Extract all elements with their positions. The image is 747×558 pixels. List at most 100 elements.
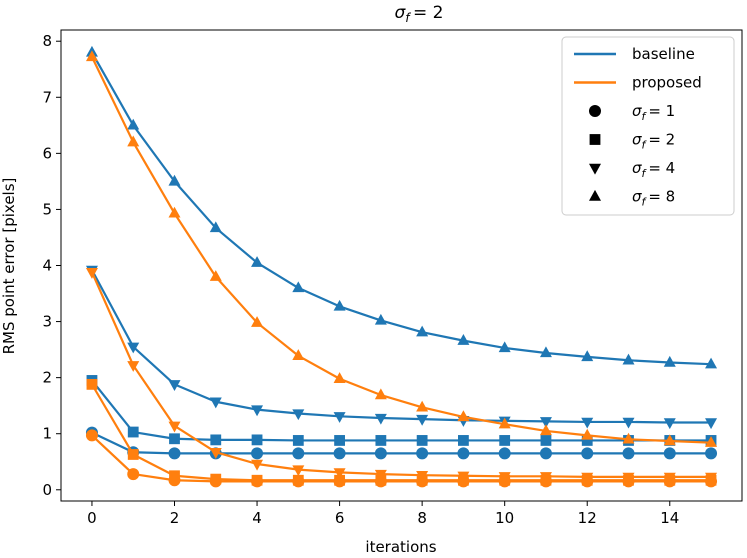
data-point [622,417,635,429]
data-point [210,473,222,485]
data-point [251,447,264,460]
data-point [458,435,469,446]
legend-entry-proposed: proposed [574,74,702,92]
data-point [168,447,181,460]
data-point [127,135,140,147]
y-tick-label: 7 [42,88,52,106]
legend-marker [589,105,601,117]
data-point [168,174,181,186]
y-axis-label: RMS point error [pixels] [0,178,18,355]
data-point [416,400,429,412]
data-point [251,316,264,327]
data-point [292,447,305,460]
data-point [251,434,263,446]
data-point [374,447,387,460]
data-point [292,349,305,360]
data-point [168,206,181,218]
series-proposed-sigma-4 [85,268,718,484]
data-point [85,429,98,442]
data-point [539,424,552,436]
data-point [705,447,718,460]
data-point [334,474,345,486]
legend: baseline proposed σf = 1 σf = 2 σf = 4 σf = 8 [561,36,735,216]
series-line [91,434,712,483]
data-point [333,412,346,423]
data-point [251,256,264,267]
data-point [292,474,304,486]
series-proposed-sigma-8 [85,50,718,447]
data-point [333,372,346,383]
data-point [209,448,222,459]
data-point [169,433,180,445]
data-point [209,270,222,281]
data-point [457,471,470,483]
chart-title: σf = 2 [395,3,444,25]
legend-marker [589,189,601,201]
y-tick-label: 6 [42,144,52,162]
legend-label: baseline [632,45,695,63]
data-point [498,417,511,429]
legend-entry-marker-3: σf = 8 [589,188,675,209]
data-point [210,434,222,446]
legend-label: σf = 4 [632,159,675,180]
data-point [416,471,429,482]
data-point [334,435,345,446]
x-tick-label: 12 [578,509,597,527]
data-point [416,414,429,426]
series-line [90,51,712,366]
y-tick-label: 2 [42,369,52,387]
series-layer [85,45,718,488]
data-point [663,447,676,460]
data-point [499,435,511,446]
data-point [209,221,222,233]
data-point [127,449,139,460]
data-point [705,357,718,369]
y-tick-label: 8 [42,32,52,50]
legend-entry-baseline: baseline [574,45,695,63]
y-tick-label: 5 [42,200,52,218]
data-point [333,468,346,480]
data-point [498,447,511,460]
legend-entry-marker-1: σf = 2 [589,131,675,152]
x-tick-label: 10 [495,509,514,527]
data-point [539,417,552,428]
legend-marker [589,134,601,145]
data-point [705,436,718,447]
data-point [581,428,594,440]
data-point [374,388,387,400]
data-point [581,447,594,460]
data-point [581,472,594,484]
data-point [539,472,552,483]
data-point [374,413,387,425]
data-point [622,353,635,365]
series-baseline-sigma-1 [85,426,718,460]
data-point [705,418,718,430]
data-point [457,447,470,460]
data-point [663,355,676,367]
data-point [705,472,718,484]
series-line [90,56,712,444]
data-point [127,118,140,130]
legend-label: σf = 1 [632,102,675,123]
series-baseline-sigma-4 [85,265,718,430]
data-point [498,341,511,353]
data-point [292,465,305,477]
x-tick-label: 14 [660,509,679,527]
data-point [622,447,635,460]
data-point [251,459,264,471]
data-point [622,432,635,444]
x-tick-label: 8 [417,509,427,527]
data-point [333,447,346,460]
data-point [416,447,429,460]
y-tick-label: 1 [42,425,52,443]
data-point [663,472,676,484]
data-point [581,417,594,429]
data-point [86,378,98,390]
data-point [374,313,387,325]
x-axis-label: iterations [365,538,436,556]
data-point [581,435,593,446]
x-tick-label: 4 [252,509,262,527]
series-line [90,269,712,424]
y-tick-label: 4 [42,257,52,275]
